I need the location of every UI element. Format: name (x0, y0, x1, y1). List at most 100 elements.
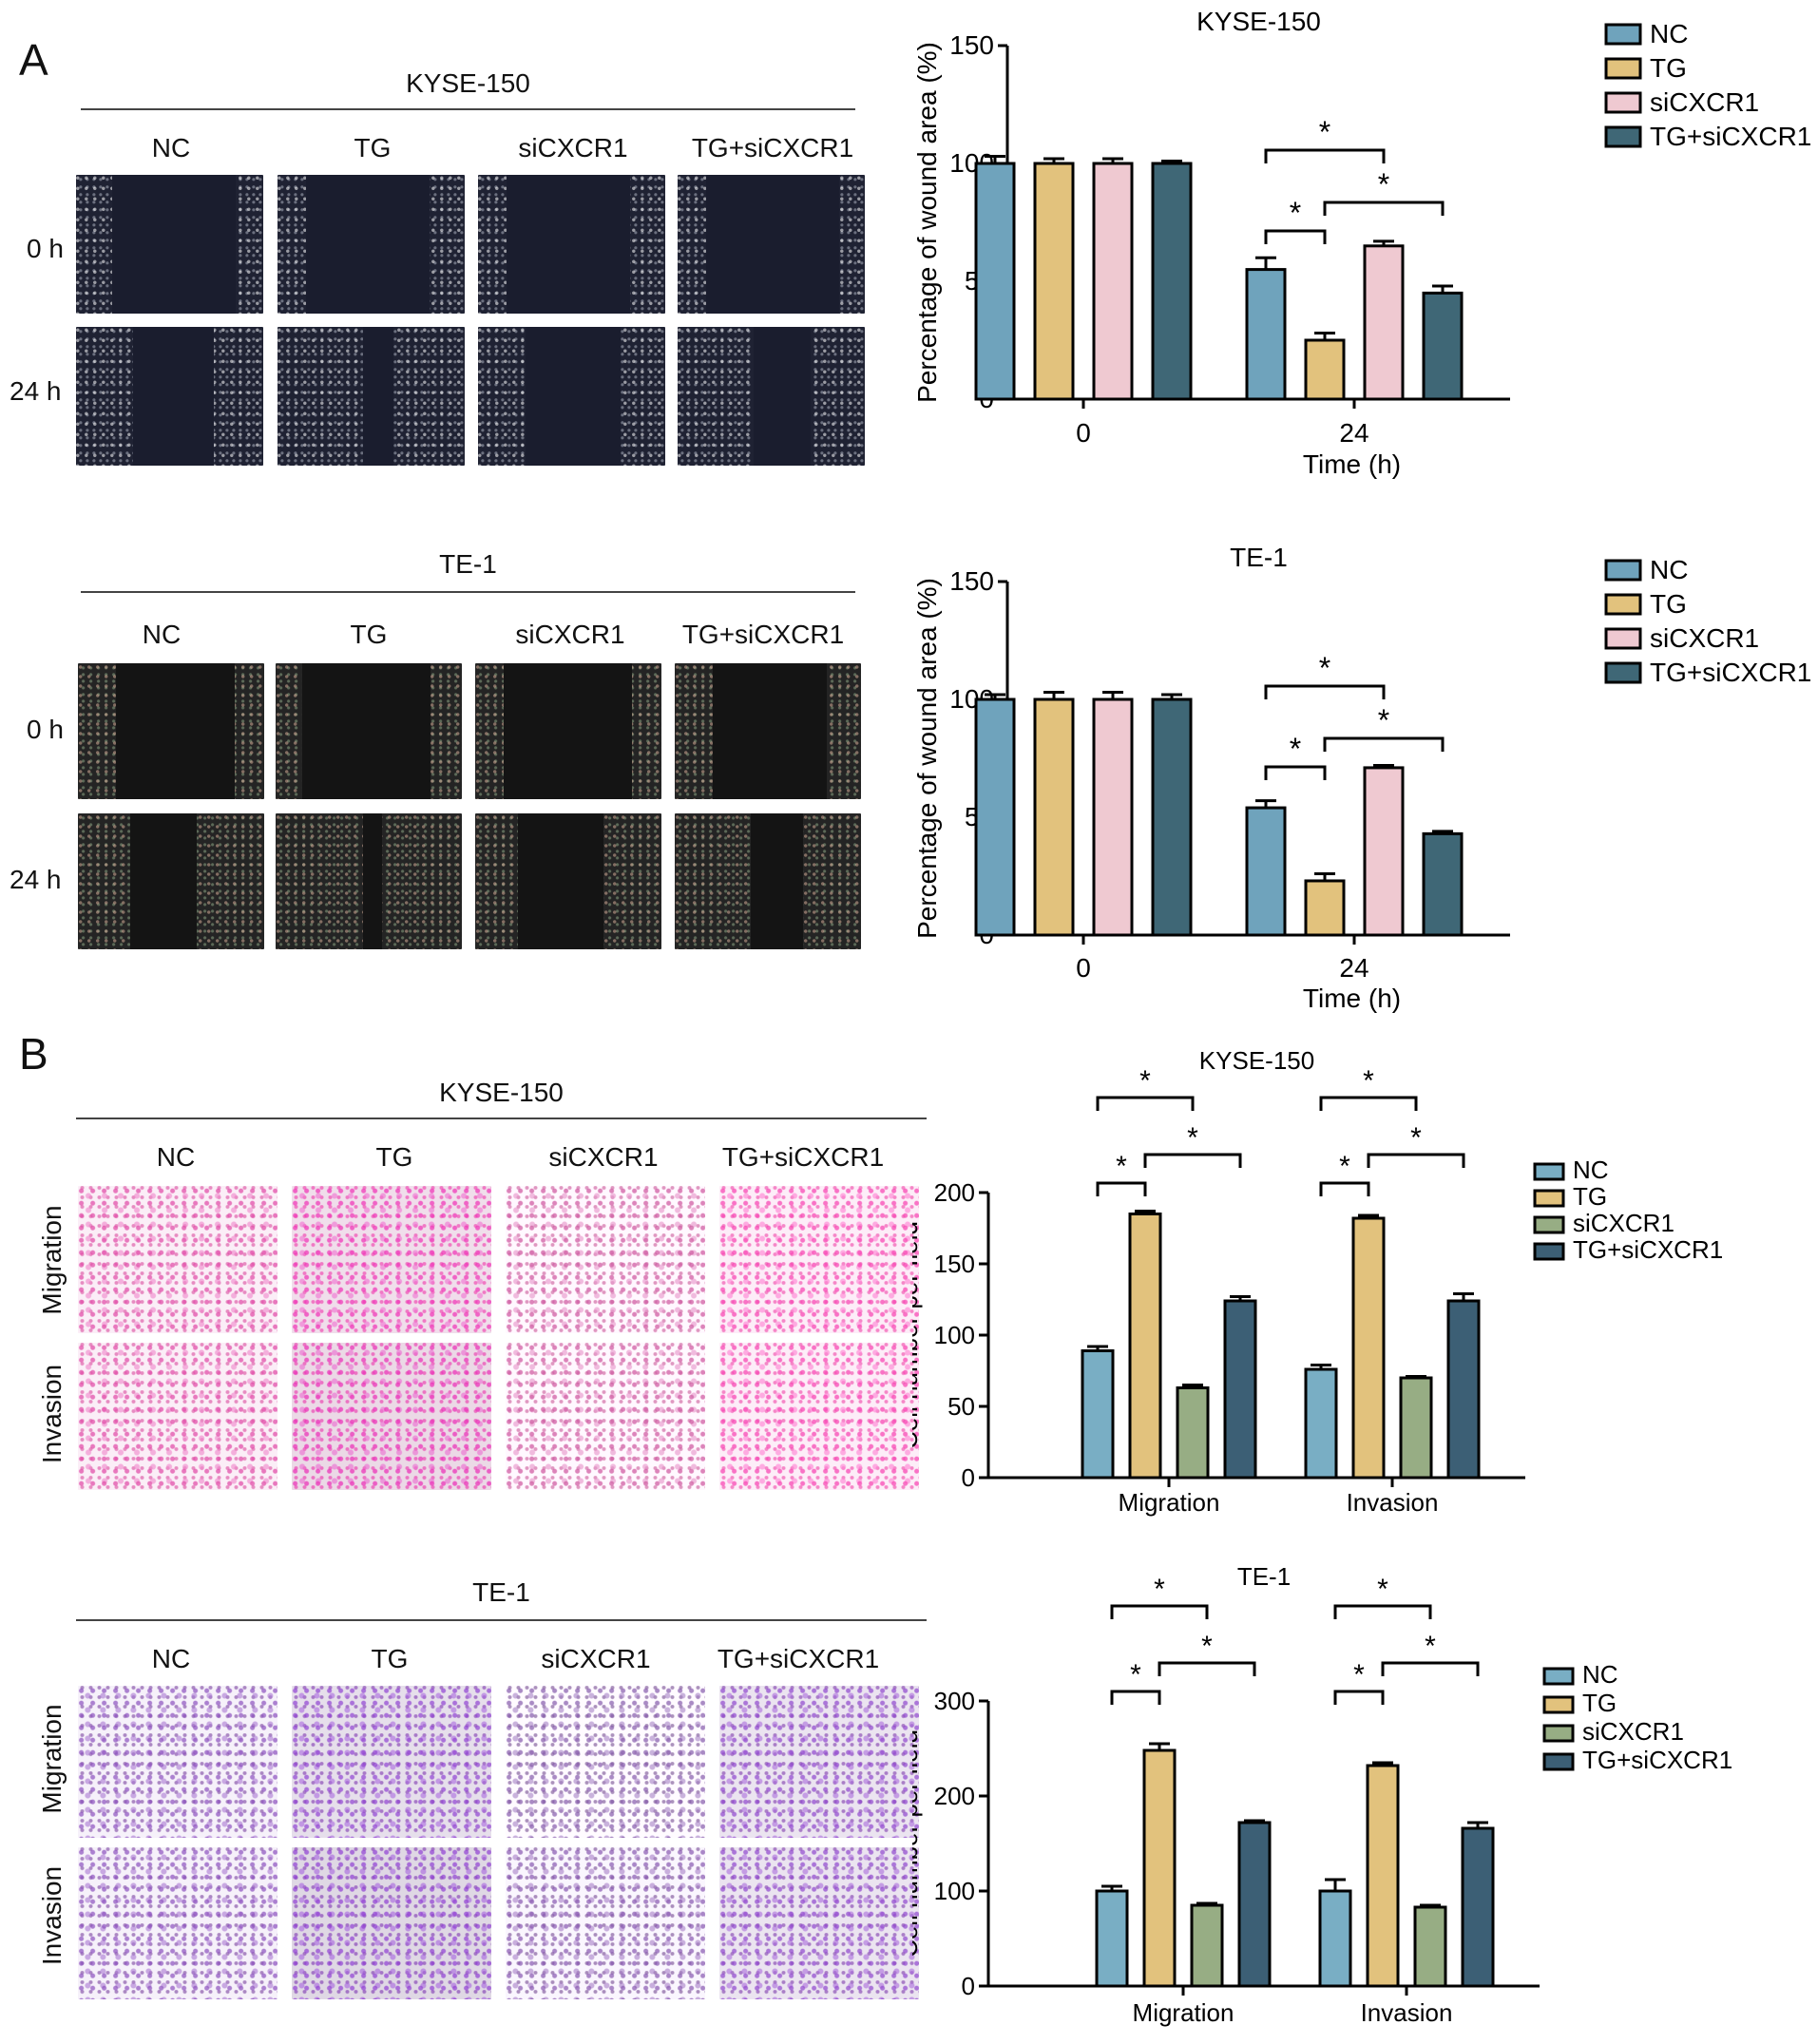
bar (1446, 1299, 1481, 1480)
block-title: KYSE-150 (439, 1078, 564, 1107)
significance-star: * (1319, 115, 1330, 149)
column-label-sicxcr1: siCXCR1 (541, 1644, 651, 1673)
y-tick-label: 50 (947, 1392, 975, 1421)
significance-star: * (1363, 1065, 1374, 1097)
micrograph (678, 327, 865, 466)
micrograph (277, 175, 465, 314)
significance-star: * (1319, 651, 1330, 685)
legend-label: NC (1650, 555, 1688, 584)
row-label-24h: 24 h (10, 376, 62, 406)
divider-line (81, 108, 855, 110)
significance-bracket (1264, 684, 1386, 699)
micrograph (292, 1686, 491, 1838)
micrograph (292, 1343, 491, 1490)
legend-label: NC (1573, 1156, 1609, 1184)
y-tick-label: 150 (934, 1250, 975, 1278)
legend-label: TG (1573, 1182, 1607, 1211)
bar (1363, 766, 1405, 937)
micrograph (506, 1343, 705, 1490)
significance-bracket (1367, 1153, 1465, 1168)
column-label-tg-sicxcr1: TG+siCXCR1 (681, 620, 845, 649)
significance-bracket (1323, 736, 1445, 752)
y-tick-label: 0 (962, 1972, 975, 2000)
panel-letter-a: A (19, 35, 48, 85)
y-axis-label: Percentage of wound area (%) (912, 578, 942, 939)
x-tick-label: 24 (1339, 418, 1368, 448)
significance-bracket (1264, 229, 1327, 244)
micrograph (719, 1686, 919, 1838)
micrograph (475, 813, 661, 949)
chart-title: KYSE-150 (1196, 7, 1321, 36)
legend-swatch (1542, 1695, 1575, 1714)
legend-swatch (1533, 1215, 1565, 1234)
x-tick-label: Migration (1119, 1488, 1220, 1517)
legend-label: NC (1650, 19, 1688, 48)
significance-bracket (1333, 1690, 1385, 1705)
row-label-0h: 0 h (27, 715, 64, 744)
legend-label: TG+siCXCR1 (1582, 1746, 1732, 1774)
significance-bracket (1110, 1604, 1209, 1619)
legend-label: TG (1650, 589, 1687, 619)
bar (1245, 806, 1287, 937)
x-tick-label: 24 (1339, 953, 1368, 983)
column-label-nc: NC (151, 1644, 191, 1673)
y-tick-label: 100 (934, 1877, 975, 1905)
legend-label: TG (1650, 53, 1687, 83)
bar (1033, 697, 1075, 937)
micrograph (292, 1186, 491, 1333)
bar (1245, 268, 1287, 401)
row-label-invasion: Invasion (37, 1364, 67, 1464)
column-label-tg-sicxcr1: TG+siCXCR1 (717, 1644, 880, 1673)
micrograph (475, 663, 661, 799)
transwell-images-kyse150: KYSE-150 NC TG siCXCR1 TG+siCXCR1 Migrat… (0, 1064, 931, 1501)
significance-star: * (1187, 1122, 1198, 1154)
significance-star: * (1425, 1631, 1436, 1662)
significance-bracket (1381, 1661, 1480, 1676)
y-tick-label: 150 (949, 566, 994, 596)
significance-star: * (1116, 1151, 1127, 1182)
x-tick-label: 0 (1076, 418, 1091, 448)
micrograph (292, 1847, 491, 1999)
bar (1092, 162, 1134, 401)
column-label-tg-sicxcr1: TG+siCXCR1 (721, 1142, 885, 1172)
legend-label: siCXCR1 (1582, 1717, 1684, 1746)
row-label-migration: Migration (37, 1704, 67, 1814)
significance-star: * (1290, 196, 1301, 230)
column-label-tg: TG (354, 133, 392, 162)
bar (1422, 291, 1464, 401)
micrograph (78, 1847, 277, 1999)
column-label-sicxcr1: siCXCR1 (518, 133, 628, 162)
y-axis-label: Cell number per field (912, 1221, 923, 1449)
chart-a-kyse150: KYSE-150050100150Percentage of wound are… (912, 7, 1811, 479)
legend-label: siCXCR1 (1573, 1209, 1674, 1237)
y-axis-label: Cell number per field (912, 1729, 923, 1958)
block-title: KYSE-150 (406, 68, 530, 98)
micrograph (478, 327, 665, 466)
significance-star: * (1339, 1151, 1350, 1182)
micrograph (78, 1343, 277, 1490)
block-title: TE-1 (439, 549, 497, 579)
legend-swatch (1604, 559, 1642, 582)
column-label-tg: TG (371, 1644, 409, 1673)
bar (1304, 338, 1346, 401)
micrograph (675, 813, 861, 949)
significance-star: * (1410, 1122, 1422, 1154)
bar (1095, 1889, 1129, 1988)
bar (1176, 1386, 1210, 1480)
micrograph (719, 1847, 919, 1999)
significance-star: * (1378, 703, 1389, 737)
significance-star: * (1353, 1659, 1365, 1691)
significance-star: * (1201, 1631, 1213, 1662)
micrograph (678, 175, 865, 314)
significance-star: * (1154, 1574, 1165, 1605)
legend-swatch (1604, 661, 1642, 684)
divider-line (76, 1118, 927, 1119)
column-label-sicxcr1: siCXCR1 (548, 1142, 659, 1172)
legend-label: TG+siCXCR1 (1650, 658, 1811, 687)
significance-bracket (1264, 765, 1327, 780)
significance-bracket (1319, 1181, 1370, 1196)
divider-line (76, 1619, 927, 1621)
bar (1033, 162, 1075, 401)
bar (1142, 1748, 1177, 1988)
micrograph (76, 327, 263, 466)
